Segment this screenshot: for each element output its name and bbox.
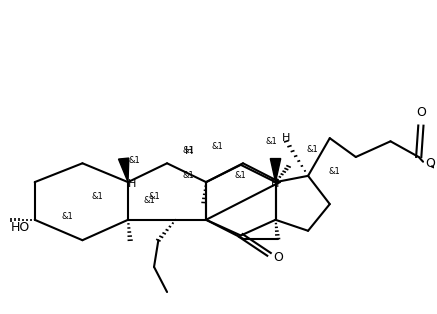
Polygon shape — [271, 159, 281, 182]
Text: &1: &1 — [183, 171, 194, 180]
Text: &1: &1 — [183, 146, 194, 155]
Text: &1: &1 — [235, 171, 247, 180]
Text: &1: &1 — [144, 197, 156, 205]
Text: H: H — [128, 179, 136, 189]
Text: &1: &1 — [265, 137, 277, 146]
Text: H: H — [282, 133, 291, 143]
Text: &1: &1 — [128, 156, 140, 165]
Text: &1: &1 — [148, 192, 160, 201]
Text: O: O — [274, 251, 283, 264]
Text: &1: &1 — [328, 167, 340, 176]
Text: H: H — [184, 146, 193, 156]
Text: O: O — [425, 157, 435, 170]
Text: HO: HO — [11, 221, 30, 234]
Text: &1: &1 — [211, 142, 223, 150]
Text: &1: &1 — [92, 192, 104, 201]
Text: H: H — [271, 179, 280, 189]
Text: O: O — [416, 106, 426, 119]
Text: &1: &1 — [61, 212, 73, 221]
Polygon shape — [118, 158, 129, 182]
Text: &1: &1 — [306, 145, 318, 154]
